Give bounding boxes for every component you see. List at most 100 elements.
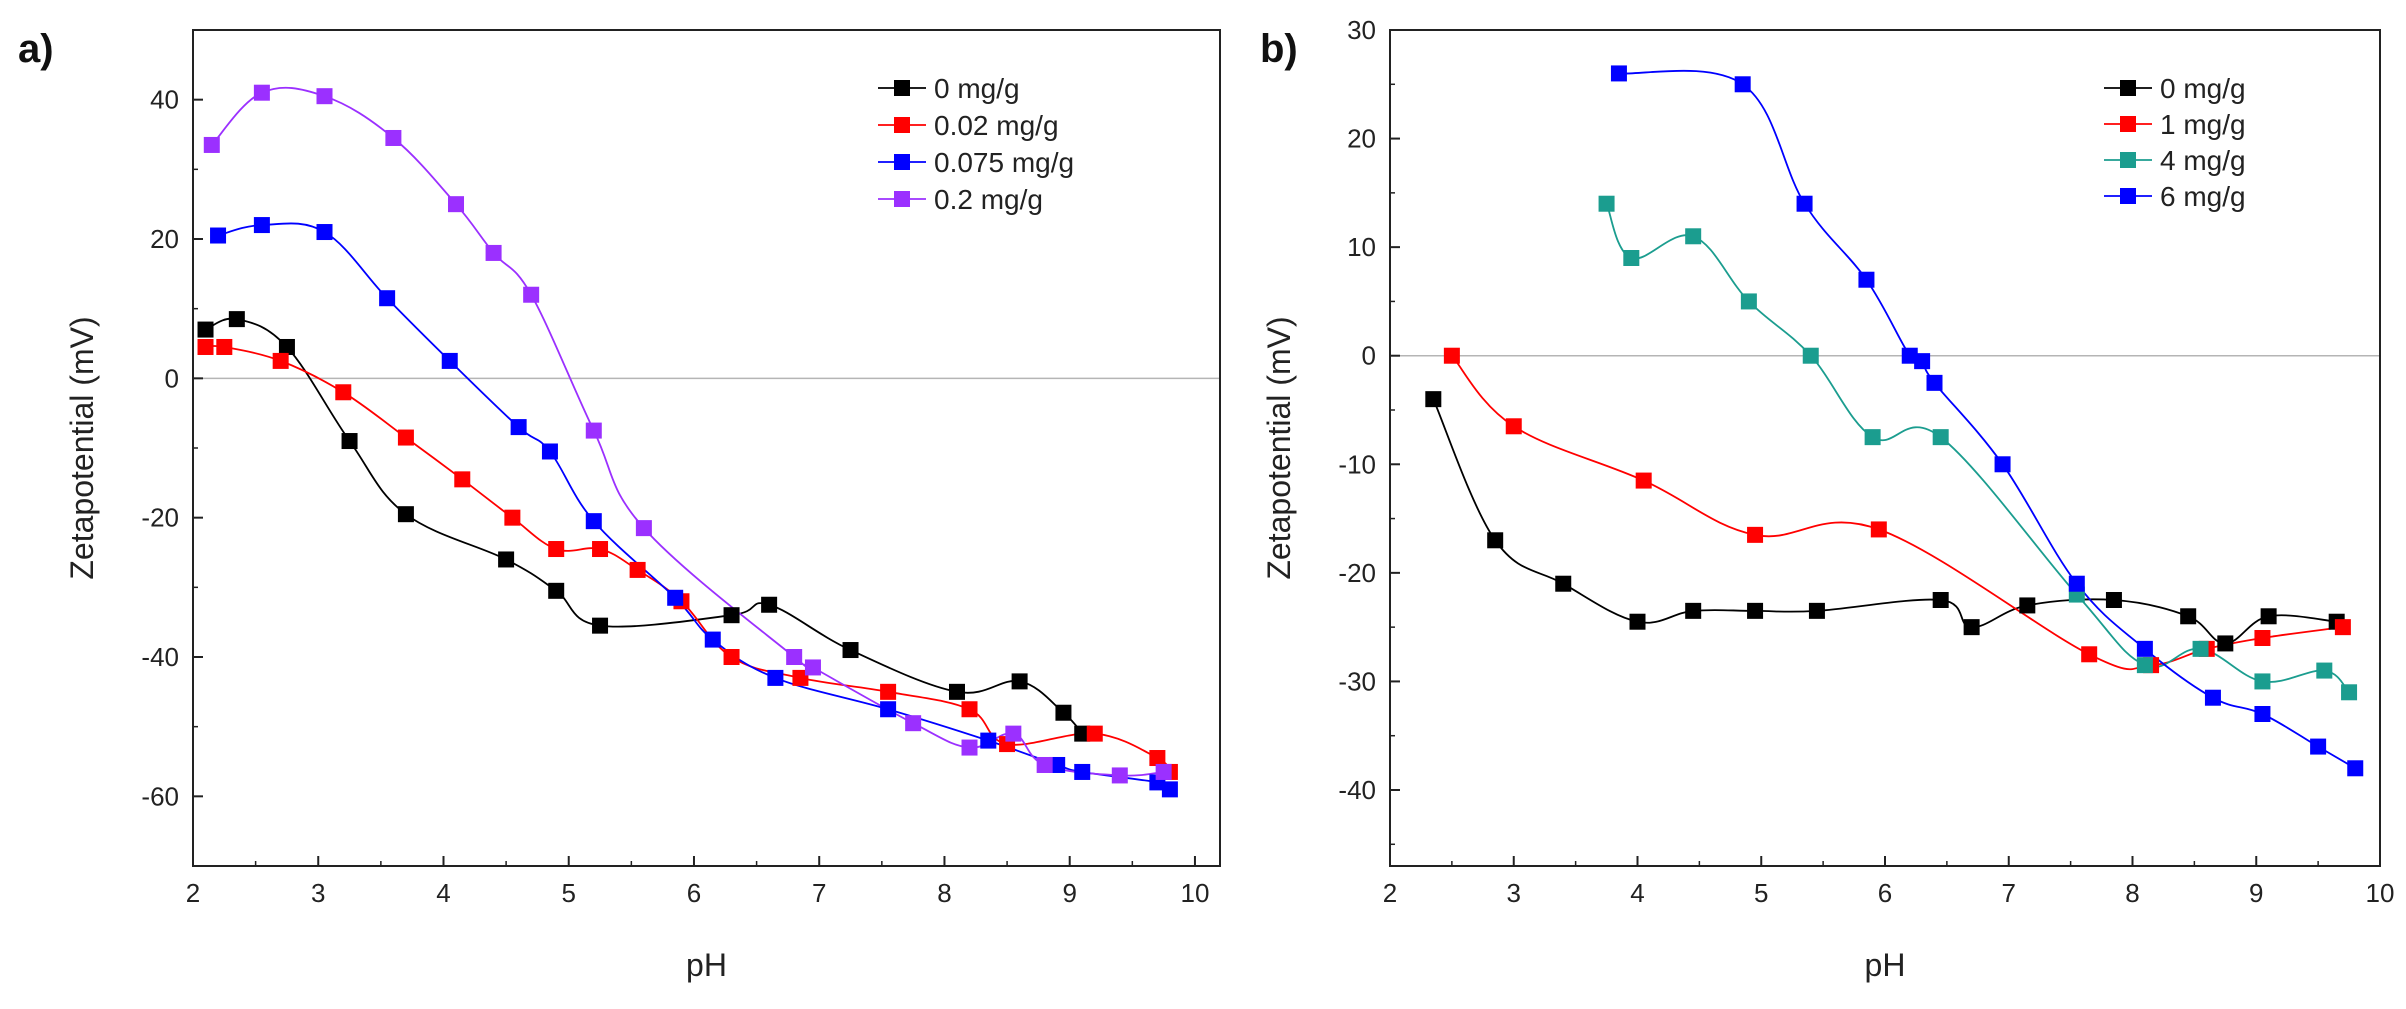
data-point: [1994, 456, 2011, 473]
data-point: [629, 561, 646, 578]
data-point: [397, 506, 414, 523]
data-point: [1629, 613, 1646, 630]
legend-label: 0.2 mg/g: [934, 184, 1043, 215]
legend-label: 0.02 mg/g: [934, 110, 1059, 141]
y-tick-label: -20: [1338, 558, 1376, 588]
data-point: [2341, 684, 2358, 701]
legend-label: 0.075 mg/g: [934, 147, 1074, 178]
y-axis-title: Zetapotential (mV): [64, 316, 100, 579]
data-point: [1796, 195, 1813, 212]
data-point: [1747, 602, 1764, 619]
legend-label: 1 mg/g: [2160, 109, 2246, 140]
y-tick-label: -60: [141, 781, 179, 811]
data-point: [441, 352, 458, 369]
data-point: [2019, 597, 2036, 614]
data-point: [585, 513, 602, 530]
data-point: [210, 227, 227, 244]
x-tick-label: 10: [1180, 878, 1209, 908]
data-point: [2105, 592, 2122, 608]
data-point: [905, 715, 922, 732]
legend-marker: [2120, 116, 2136, 132]
legend-marker: [894, 80, 910, 96]
data-point: [1049, 756, 1066, 773]
data-point: [2136, 657, 2153, 674]
data-point: [2180, 608, 2197, 625]
data-point: [1870, 521, 1887, 538]
x-tick-label: 3: [1507, 878, 1521, 908]
y-tick-label: 20: [150, 224, 179, 254]
data-point: [523, 286, 540, 303]
data-point: [1111, 767, 1128, 784]
y-tick-label: 20: [1347, 124, 1376, 154]
data-point: [1074, 763, 1091, 780]
data-point: [723, 607, 740, 624]
data-point: [485, 244, 502, 261]
x-tick-label: 3: [311, 878, 325, 908]
legend-marker: [2120, 152, 2136, 168]
data-point: [2254, 673, 2271, 690]
data-point: [761, 596, 778, 613]
y-tick-label: -40: [141, 642, 179, 672]
data-point: [253, 217, 270, 234]
data-point: [1425, 391, 1442, 408]
data-point: [2068, 575, 2085, 592]
x-tick-label: 5: [1754, 878, 1768, 908]
x-tick-label: 10: [2366, 878, 2395, 908]
data-point: [804, 659, 821, 676]
data-point: [1011, 673, 1028, 690]
data-point: [704, 631, 721, 648]
data-point: [2217, 635, 2234, 652]
data-point: [880, 683, 897, 700]
x-tick-label: 9: [2249, 878, 2263, 908]
data-point: [1487, 532, 1504, 549]
x-tick-label: 2: [186, 878, 200, 908]
data-point: [541, 443, 558, 460]
data-point: [197, 321, 214, 338]
legend-marker: [894, 117, 910, 133]
data-point: [1635, 472, 1652, 489]
y-tick-label: -30: [1338, 666, 1376, 696]
y-tick-label: 0: [1362, 341, 1376, 371]
data-point: [272, 352, 289, 369]
legend-label: 6 mg/g: [2160, 181, 2246, 212]
data-point: [1610, 65, 1627, 82]
data-point: [1623, 250, 1640, 266]
legend-label: 0 mg/g: [934, 73, 1020, 104]
data-point: [1808, 602, 1825, 619]
data-point: [1914, 353, 1931, 370]
x-tick-label: 4: [1630, 878, 1644, 908]
panel-label: a): [18, 27, 54, 71]
data-point: [548, 582, 565, 599]
x-tick-label: 2: [1383, 878, 1397, 908]
data-point: [1932, 592, 1949, 608]
data-point: [2254, 630, 2271, 646]
y-axis-title: Zetapotential (mV): [1261, 316, 1297, 579]
data-point: [592, 541, 609, 558]
legend-label: 0 mg/g: [2160, 73, 2246, 104]
data-point: [2081, 646, 2098, 663]
data-point: [2347, 760, 2364, 777]
data-point: [397, 429, 414, 446]
data-point: [961, 739, 978, 756]
legend-marker: [894, 154, 910, 170]
data-point: [1443, 347, 1460, 364]
y-tick-label: 0: [165, 363, 179, 393]
y-tick-label: 30: [1347, 15, 1376, 45]
data-point: [341, 433, 358, 450]
data-point: [1864, 429, 1881, 446]
data-point: [1005, 725, 1022, 742]
x-tick-label: 9: [1062, 878, 1076, 908]
data-point: [2316, 662, 2333, 679]
legend-marker: [2120, 188, 2136, 204]
data-point: [980, 732, 997, 749]
data-point: [2260, 608, 2277, 625]
data-point: [1926, 374, 1943, 391]
data-point: [948, 683, 965, 700]
data-point: [2310, 738, 2327, 755]
data-point: [2136, 640, 2153, 657]
data-point: [498, 551, 515, 568]
data-point: [1963, 619, 1980, 636]
x-tick-label: 7: [812, 878, 826, 908]
data-point: [635, 520, 652, 537]
